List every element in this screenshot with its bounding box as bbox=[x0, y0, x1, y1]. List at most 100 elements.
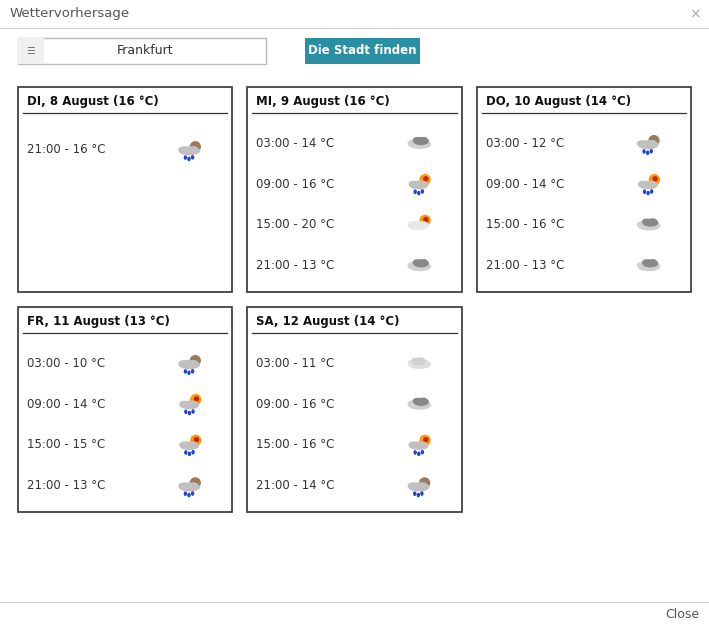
Ellipse shape bbox=[408, 483, 418, 489]
Ellipse shape bbox=[188, 371, 190, 374]
Ellipse shape bbox=[414, 260, 428, 266]
Ellipse shape bbox=[409, 140, 430, 149]
Ellipse shape bbox=[192, 451, 194, 454]
Circle shape bbox=[194, 397, 199, 401]
Bar bbox=[476, 87, 691, 292]
Ellipse shape bbox=[644, 190, 645, 193]
Text: ×: × bbox=[689, 7, 701, 21]
Text: 15:00 - 16 °C: 15:00 - 16 °C bbox=[257, 438, 335, 451]
Ellipse shape bbox=[637, 222, 648, 227]
Ellipse shape bbox=[414, 190, 416, 193]
Ellipse shape bbox=[650, 219, 656, 223]
Ellipse shape bbox=[421, 492, 423, 495]
Ellipse shape bbox=[637, 141, 647, 146]
Text: 09:00 - 14 °C: 09:00 - 14 °C bbox=[486, 178, 564, 190]
Ellipse shape bbox=[188, 157, 190, 160]
Ellipse shape bbox=[643, 260, 657, 266]
Ellipse shape bbox=[421, 260, 427, 264]
Ellipse shape bbox=[185, 451, 187, 454]
Ellipse shape bbox=[419, 442, 426, 447]
Circle shape bbox=[653, 177, 657, 181]
Bar bbox=[305, 38, 420, 64]
Ellipse shape bbox=[419, 181, 426, 186]
Text: 03:00 - 12 °C: 03:00 - 12 °C bbox=[486, 137, 564, 150]
Ellipse shape bbox=[647, 192, 649, 195]
Circle shape bbox=[649, 175, 659, 185]
Text: 15:00 - 16 °C: 15:00 - 16 °C bbox=[486, 218, 564, 232]
Ellipse shape bbox=[638, 141, 658, 149]
Ellipse shape bbox=[184, 370, 186, 373]
Ellipse shape bbox=[650, 150, 652, 153]
Ellipse shape bbox=[409, 483, 429, 490]
Circle shape bbox=[194, 437, 199, 442]
Text: SA, 12 August (14 °C): SA, 12 August (14 °C) bbox=[257, 316, 400, 328]
Ellipse shape bbox=[639, 182, 647, 187]
Ellipse shape bbox=[189, 147, 197, 152]
Ellipse shape bbox=[410, 442, 428, 449]
Text: 03:00 - 14 °C: 03:00 - 14 °C bbox=[257, 137, 335, 150]
Text: 21:00 - 13 °C: 21:00 - 13 °C bbox=[27, 479, 106, 492]
Text: 21:00 - 13 °C: 21:00 - 13 °C bbox=[257, 259, 335, 272]
Bar bbox=[247, 307, 462, 512]
Circle shape bbox=[190, 142, 200, 152]
Ellipse shape bbox=[637, 263, 648, 268]
Ellipse shape bbox=[184, 156, 186, 159]
Ellipse shape bbox=[418, 494, 419, 497]
Ellipse shape bbox=[643, 219, 650, 224]
Text: ☰: ☰ bbox=[27, 46, 35, 56]
Ellipse shape bbox=[192, 410, 194, 413]
Ellipse shape bbox=[191, 492, 194, 495]
Text: Die Stadt finden: Die Stadt finden bbox=[308, 44, 417, 57]
Ellipse shape bbox=[409, 442, 418, 447]
Ellipse shape bbox=[413, 138, 420, 142]
Ellipse shape bbox=[409, 182, 418, 187]
Ellipse shape bbox=[408, 140, 419, 146]
Text: Frankfurt: Frankfurt bbox=[117, 44, 173, 57]
Ellipse shape bbox=[648, 181, 655, 186]
Text: FR, 11 August (13 °C): FR, 11 August (13 °C) bbox=[27, 316, 170, 328]
Text: MI, 9 August (16 °C): MI, 9 August (16 °C) bbox=[257, 95, 390, 109]
Ellipse shape bbox=[420, 401, 428, 406]
Ellipse shape bbox=[413, 358, 425, 364]
Ellipse shape bbox=[180, 442, 189, 447]
Ellipse shape bbox=[189, 452, 191, 456]
Circle shape bbox=[190, 478, 200, 488]
Ellipse shape bbox=[638, 222, 660, 230]
Bar bbox=[247, 87, 462, 292]
Ellipse shape bbox=[418, 452, 420, 456]
Ellipse shape bbox=[188, 494, 190, 497]
Ellipse shape bbox=[408, 360, 419, 366]
Ellipse shape bbox=[420, 262, 428, 268]
Ellipse shape bbox=[184, 492, 186, 495]
Ellipse shape bbox=[421, 451, 423, 454]
Ellipse shape bbox=[420, 360, 428, 365]
Circle shape bbox=[424, 437, 428, 442]
Circle shape bbox=[424, 177, 428, 181]
Text: 09:00 - 14 °C: 09:00 - 14 °C bbox=[27, 397, 106, 411]
Text: 21:00 - 13 °C: 21:00 - 13 °C bbox=[486, 259, 564, 272]
Bar bbox=[18, 38, 44, 64]
Circle shape bbox=[190, 356, 200, 366]
Ellipse shape bbox=[179, 147, 189, 152]
Ellipse shape bbox=[638, 263, 660, 271]
Bar bbox=[18, 87, 233, 292]
Text: 15:00 - 15 °C: 15:00 - 15 °C bbox=[27, 438, 105, 451]
Circle shape bbox=[191, 394, 201, 404]
Ellipse shape bbox=[647, 151, 649, 154]
Ellipse shape bbox=[191, 156, 194, 159]
Ellipse shape bbox=[419, 358, 424, 363]
Ellipse shape bbox=[421, 398, 427, 402]
Circle shape bbox=[420, 436, 430, 446]
Ellipse shape bbox=[414, 451, 416, 454]
Ellipse shape bbox=[413, 399, 420, 403]
Circle shape bbox=[420, 215, 430, 225]
Ellipse shape bbox=[412, 358, 418, 363]
Ellipse shape bbox=[179, 483, 189, 489]
Ellipse shape bbox=[410, 182, 428, 188]
Ellipse shape bbox=[639, 182, 657, 188]
Ellipse shape bbox=[179, 361, 189, 366]
Ellipse shape bbox=[408, 401, 419, 407]
Ellipse shape bbox=[421, 190, 423, 193]
Bar bbox=[18, 307, 233, 512]
Ellipse shape bbox=[408, 222, 418, 227]
